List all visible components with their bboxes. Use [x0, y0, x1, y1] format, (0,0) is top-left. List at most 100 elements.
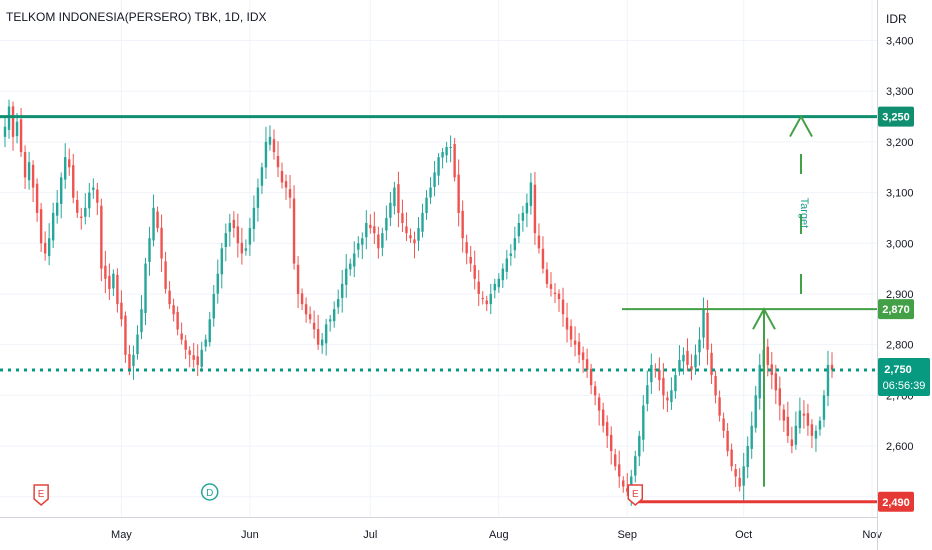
candle-body — [702, 309, 705, 338]
time-axis-separator — [0, 517, 877, 518]
dividend-marker — [200, 483, 219, 501]
candle-body — [634, 456, 637, 476]
candle-body — [525, 202, 529, 214]
symbol-title[interactable]: TELKOM INDONESIA(PERSERO) TBK, 1D, IDX — [6, 10, 267, 24]
candle-body — [642, 405, 645, 440]
candle-body — [806, 413, 810, 426]
candle-body — [196, 356, 199, 365]
candle-body — [240, 242, 244, 254]
candle-body — [288, 189, 292, 198]
candle-body — [64, 157, 67, 180]
candle-body — [31, 164, 35, 188]
candle-body — [112, 273, 115, 289]
candle-body — [786, 416, 790, 436]
candle-body — [140, 309, 143, 333]
candle-body — [104, 265, 107, 279]
candle-body — [389, 202, 392, 218]
candle-body — [312, 322, 316, 330]
candle-body — [92, 187, 95, 190]
candle-body — [437, 157, 440, 176]
candle-body — [770, 364, 773, 376]
candle-body — [365, 223, 368, 238]
candle-body — [585, 359, 589, 371]
resistance-label-bg — [878, 106, 914, 127]
target-label: Target — [798, 198, 810, 229]
candle-body — [618, 464, 621, 477]
currency-label[interactable]: IDR — [886, 12, 907, 26]
candle-body — [654, 368, 657, 371]
resistance-label: 3,250 — [882, 112, 910, 124]
candle-body — [216, 273, 219, 294]
current-price-label-bg — [878, 358, 930, 397]
candle-body — [421, 212, 424, 232]
candle-body — [188, 350, 191, 355]
candle-body — [569, 325, 573, 340]
candle-body — [124, 315, 127, 355]
candle-body — [23, 152, 27, 178]
candle-body — [425, 197, 428, 214]
candle-body — [168, 290, 171, 305]
candle-body — [7, 106, 11, 130]
candle-body — [662, 377, 665, 396]
candle-body — [722, 418, 725, 431]
candle-body — [144, 263, 147, 314]
candle-body — [292, 198, 296, 264]
candle-body — [646, 385, 649, 404]
candle-body — [718, 397, 721, 416]
candle-body — [609, 434, 613, 452]
candle-body — [754, 395, 757, 428]
candle-body — [228, 223, 232, 232]
candle-body — [280, 171, 284, 183]
candle-body — [51, 212, 55, 241]
candle-body — [373, 226, 376, 234]
candle-body — [597, 397, 601, 411]
candle-body — [678, 359, 681, 372]
candle-body — [296, 264, 300, 294]
support-label-bg — [878, 491, 914, 512]
candle-body — [698, 339, 701, 353]
candle-body — [148, 238, 151, 262]
price-tick-label: 2,900 — [886, 289, 914, 301]
candle-body — [734, 469, 737, 477]
time-tick-label: Jul — [363, 529, 377, 541]
candle-body — [59, 177, 63, 204]
candle-body — [605, 422, 609, 436]
candle-body — [690, 366, 693, 371]
candle-body — [750, 425, 753, 449]
candle-body — [345, 268, 348, 285]
candle-body — [622, 480, 625, 487]
candle-body — [565, 317, 569, 330]
breakout-label-bg — [878, 299, 914, 320]
candle-body — [304, 304, 308, 315]
candle-body — [268, 136, 272, 145]
candle-body — [461, 210, 464, 239]
candle-body — [513, 238, 517, 251]
candle-body — [152, 207, 155, 241]
time-tick-label: Sep — [617, 529, 637, 541]
candle-body — [409, 235, 412, 239]
price-tick-label: 2,600 — [886, 441, 914, 453]
candle-body — [822, 395, 826, 420]
candle-body — [626, 488, 629, 492]
candle-body — [589, 368, 593, 386]
candle-body — [156, 211, 159, 229]
candle-body — [272, 139, 276, 153]
candle-body — [469, 256, 472, 264]
candle-body — [686, 350, 689, 365]
candle-body — [357, 243, 360, 250]
candle-body — [429, 187, 432, 198]
candle-body — [449, 146, 452, 148]
candle-body — [332, 309, 336, 322]
candle-body — [477, 281, 480, 294]
candle-body — [353, 253, 356, 267]
countdown-label: 06:56:39 — [883, 380, 926, 392]
candle-body — [200, 349, 203, 367]
price-tick-label: 3,200 — [886, 137, 914, 149]
candle-body — [529, 182, 533, 206]
candle-body — [316, 329, 320, 345]
candle-body — [55, 202, 59, 216]
candle-body — [790, 439, 794, 447]
candle-body — [377, 234, 380, 249]
candle-body — [308, 314, 312, 320]
